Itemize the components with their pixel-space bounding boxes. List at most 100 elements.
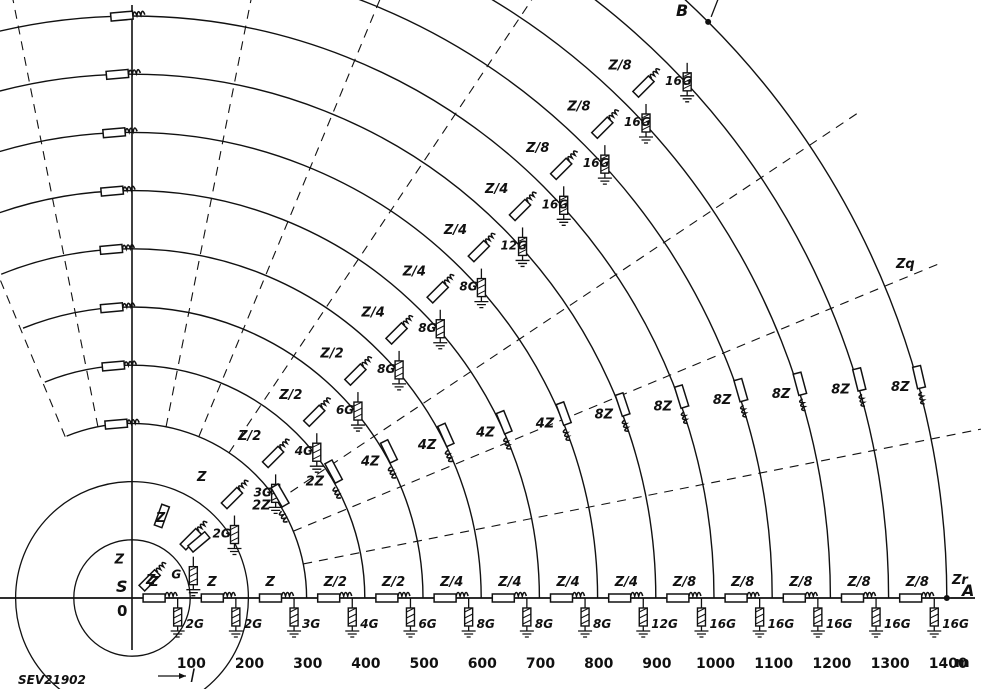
element-label: Z [148, 575, 159, 590]
coil-symbol [361, 356, 373, 367]
coil-symbol [798, 398, 808, 412]
coil-symbol [862, 591, 877, 599]
resistor-body [911, 364, 927, 390]
equipotential-arc [131, 15, 715, 599]
resistor-body [467, 239, 491, 263]
coil-symbol [222, 591, 237, 599]
element-label: Z [265, 575, 276, 590]
element-label: 6G [418, 617, 436, 631]
shunt-hatch [930, 607, 939, 625]
coil-symbol [920, 591, 935, 599]
resistor-body [200, 593, 225, 603]
ground-icon [597, 177, 612, 185]
radial-dashed-line [293, 263, 939, 532]
resistor-body [495, 409, 513, 435]
upper-arc-resistor [105, 68, 130, 81]
axis-tick-label: 700 [526, 656, 555, 672]
arc-coil [621, 419, 631, 433]
coil-symbol [196, 520, 208, 532]
series-coil [164, 591, 178, 599]
element-label: 8Z [772, 387, 791, 402]
element-label: 16G [709, 617, 736, 631]
shunt-conductance [752, 598, 767, 638]
coil-symbol [155, 561, 167, 573]
coil-symbol [278, 510, 289, 523]
upper-arc-resistor [102, 126, 127, 139]
element-label: Z/2 [323, 575, 347, 590]
resistor-body [220, 486, 244, 510]
series-resistor [375, 593, 399, 603]
resistor-body [631, 74, 656, 99]
diag-coil [649, 67, 661, 79]
shunt-hatch [348, 607, 357, 625]
series-coil [571, 591, 586, 599]
coil-symbol [858, 393, 867, 408]
element-label: 8G [377, 362, 395, 376]
series-resistor [782, 593, 807, 603]
ground-icon [350, 424, 365, 432]
shunt-hatch [522, 607, 532, 625]
resistor-body [323, 458, 344, 485]
upper-arc-coil [126, 418, 140, 427]
element-label: Z/4 [439, 575, 463, 590]
diag-resistor [467, 239, 491, 263]
coil-symbol [746, 591, 760, 599]
element-label: Z/4 [497, 575, 521, 590]
zr-label: Zr [951, 573, 969, 588]
element-label: Z/4 [484, 182, 508, 197]
upper-arc-coil [132, 10, 146, 19]
ground-icon [268, 506, 283, 515]
element-label: 16G [942, 617, 969, 631]
shunt-conductance [810, 598, 825, 638]
series-coil [862, 591, 877, 599]
resistor-body [109, 10, 134, 22]
shunt-conductance [345, 598, 360, 638]
element-label: 12G [501, 238, 528, 252]
ground-icon [680, 95, 695, 103]
series-resistor [316, 593, 341, 603]
arc-coil [680, 411, 690, 425]
equipotential-arc [131, 422, 308, 599]
equipotential-arc [131, 248, 482, 599]
coil-symbol [237, 479, 249, 491]
shunt-conductance [636, 598, 651, 638]
ground-icon [639, 136, 654, 144]
point-b-arrow [710, 0, 719, 18]
coil-symbol [387, 466, 397, 479]
resistor-body [491, 593, 516, 603]
upper-arc-coil [127, 68, 142, 77]
element-label: 8Z [654, 400, 673, 415]
series-coil [513, 591, 528, 599]
axis-tick-label: 1000 [696, 656, 735, 672]
series-coil [688, 591, 702, 599]
equipotential-arc-ext [0, 0, 132, 4]
ground-icon [461, 630, 476, 638]
shunt-conductance [287, 598, 302, 638]
element-label: 16G [542, 197, 569, 211]
upper-arc-resistor [99, 243, 124, 256]
resistor-body [724, 593, 748, 603]
shunt-hatch [559, 195, 568, 213]
coil-symbol [804, 591, 819, 599]
coil-symbol [332, 486, 342, 499]
upper-arc-coil [124, 127, 138, 135]
coil-symbol [739, 404, 749, 418]
ground-icon [519, 630, 534, 638]
arc-resistor [733, 377, 749, 403]
shunt-hatch [231, 607, 241, 625]
coil-symbol [132, 10, 146, 19]
resistor-body [142, 593, 166, 603]
arc-resistor [911, 364, 927, 390]
equipotential-arc [358, 0, 773, 599]
axis-tick-label: 1100 [754, 656, 793, 672]
shunt-conductance [228, 598, 243, 638]
shunt-hatch [639, 607, 648, 625]
upper-arc-resistor [104, 418, 129, 430]
upper-arc-coil [122, 185, 136, 194]
radial-dashed-line [165, 0, 252, 427]
resistor-body [607, 593, 632, 603]
ground-icon [927, 630, 942, 638]
arc-resistor [436, 422, 455, 448]
arc-coil [503, 437, 512, 450]
coil-symbol [126, 418, 140, 427]
